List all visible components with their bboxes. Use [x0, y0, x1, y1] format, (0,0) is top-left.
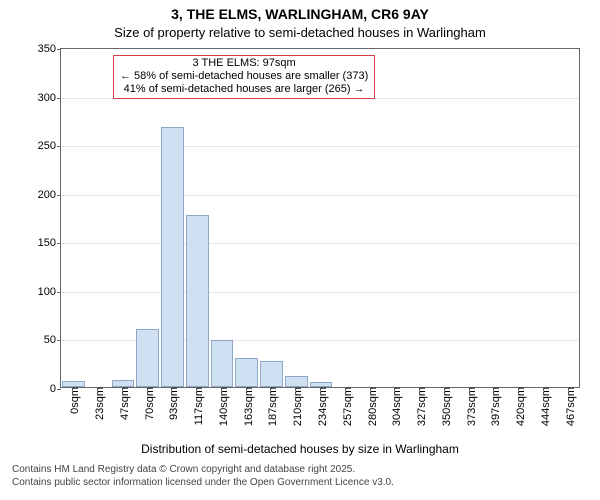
footer-line2: Contains public sector information licen… [12, 477, 394, 490]
xtick-label: 210sqm [288, 387, 304, 426]
xtick-label: 350sqm [437, 387, 453, 426]
xtick-label: 257sqm [338, 387, 354, 426]
ytick-label: 300 [38, 92, 61, 104]
ytick-label: 350 [38, 43, 61, 55]
chart-container: 3, THE ELMS, WARLINGHAM, CR6 9AY Size of… [0, 0, 600, 500]
xtick-label: 70sqm [140, 387, 156, 420]
footer-line1: Contains HM Land Registry data © Crown c… [12, 464, 394, 477]
plot-area: 050100150200250300350 0sqm23sqm47sqm70sq… [60, 48, 580, 388]
chart-title: 3, THE ELMS, WARLINGHAM, CR6 9AY [0, 6, 600, 22]
ytick-label: 150 [38, 237, 61, 249]
xtick-label: 327sqm [412, 387, 428, 426]
chart-subtitle: Size of property relative to semi-detach… [0, 25, 600, 40]
x-axis-label: Distribution of semi-detached houses by … [0, 442, 600, 456]
ytick-label: 200 [38, 189, 61, 201]
ytick-label: 100 [38, 286, 61, 298]
xtick-label: 280sqm [363, 387, 379, 426]
bar [112, 380, 135, 387]
bar [161, 127, 184, 387]
bar [235, 358, 258, 387]
ytick-label: 250 [38, 140, 61, 152]
bar [285, 376, 308, 387]
xtick-label: 23sqm [90, 387, 106, 420]
xtick-label: 234sqm [313, 387, 329, 426]
xtick-label: 0sqm [65, 387, 81, 414]
bar [136, 329, 159, 387]
footer-attribution: Contains HM Land Registry data © Crown c… [12, 464, 394, 489]
xtick-label: 420sqm [511, 387, 527, 426]
xtick-label: 304sqm [387, 387, 403, 426]
xtick-label: 444sqm [536, 387, 552, 426]
annotation-line1: 3 THE ELMS: 97sqm [120, 57, 368, 70]
xtick-label: 93sqm [164, 387, 180, 420]
xtick-label: 397sqm [486, 387, 502, 426]
xtick-label: 117sqm [189, 387, 205, 425]
bar [211, 340, 234, 387]
annotation-line2: ← 58% of semi-detached houses are smalle… [120, 70, 368, 83]
bar [260, 361, 283, 387]
xtick-label: 187sqm [263, 387, 279, 426]
xtick-label: 373sqm [462, 387, 478, 426]
annotation-box: 3 THE ELMS: 97sqm ← 58% of semi-detached… [113, 55, 375, 99]
bar [186, 215, 209, 387]
bars-group: 0sqm23sqm47sqm70sqm93sqm117sqm140sqm163s… [61, 49, 579, 387]
xtick-label: 163sqm [239, 387, 255, 426]
ytick-label: 50 [44, 334, 61, 346]
xtick-label: 47sqm [115, 387, 131, 420]
xtick-label: 140sqm [214, 387, 230, 426]
xtick-label: 467sqm [561, 387, 577, 426]
annotation-line3: 41% of semi-detached houses are larger (… [120, 83, 368, 96]
ytick-label: 0 [50, 383, 61, 395]
